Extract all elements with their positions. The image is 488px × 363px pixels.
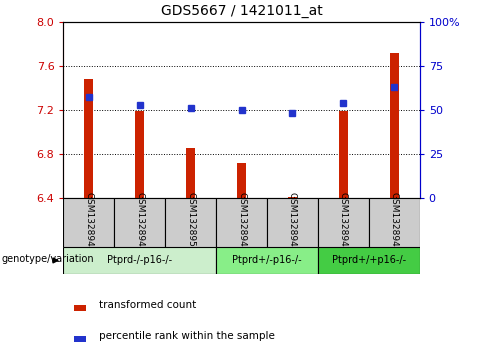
Text: percentile rank within the sample: percentile rank within the sample: [99, 331, 275, 341]
Text: GSM1328946: GSM1328946: [288, 192, 297, 253]
Bar: [84, 79, 94, 198]
Bar: [288, 197, 297, 198]
Bar: [74, 305, 86, 311]
Bar: [389, 53, 399, 198]
Bar: [114, 198, 165, 247]
Bar: [237, 163, 246, 198]
Bar: [318, 247, 420, 274]
Text: Ptprd+/+p16-/-: Ptprd+/+p16-/-: [332, 256, 406, 265]
Text: GSM1328948: GSM1328948: [84, 192, 93, 253]
Bar: [369, 198, 420, 247]
Bar: [339, 111, 348, 198]
Bar: [216, 247, 318, 274]
Bar: [63, 247, 216, 274]
Text: Ptprd+/-p16-/-: Ptprd+/-p16-/-: [232, 256, 302, 265]
Bar: [135, 111, 144, 198]
Bar: [63, 198, 114, 247]
Text: GSM1328949: GSM1328949: [135, 192, 144, 253]
Bar: [186, 148, 195, 198]
Bar: [74, 336, 86, 342]
Bar: [165, 198, 216, 247]
Text: GSM1328943: GSM1328943: [390, 192, 399, 253]
Bar: [267, 198, 318, 247]
Bar: [216, 198, 267, 247]
Text: GSM1328944: GSM1328944: [237, 192, 246, 253]
Title: GDS5667 / 1421011_at: GDS5667 / 1421011_at: [161, 4, 323, 18]
Text: genotype/variation: genotype/variation: [1, 254, 94, 264]
Bar: [318, 198, 369, 247]
Text: transformed count: transformed count: [99, 300, 196, 310]
Text: GSM1328942: GSM1328942: [339, 192, 348, 253]
Text: GSM1328951: GSM1328951: [186, 192, 195, 253]
Text: Ptprd-/-p16-/-: Ptprd-/-p16-/-: [107, 256, 172, 265]
